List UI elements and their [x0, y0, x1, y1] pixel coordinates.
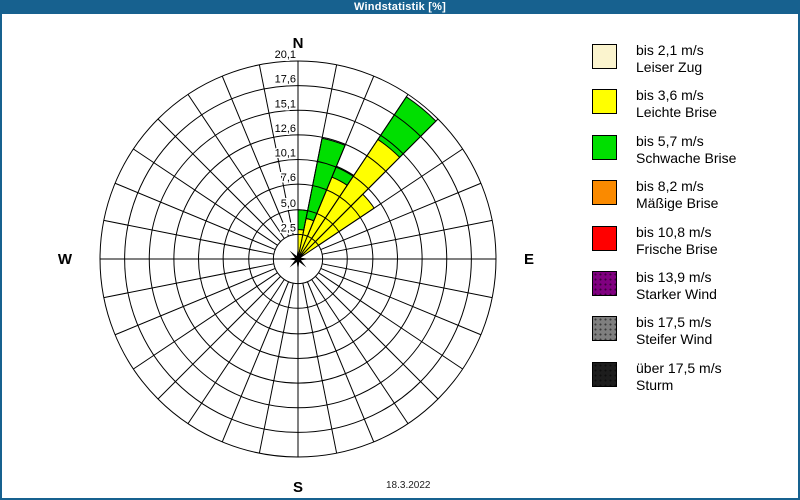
grid-spoke: [187, 279, 285, 424]
legend-item: bis 17,5 m/s Steifer Wind: [592, 314, 736, 361]
legend-wind-name: Leiser Zug: [636, 59, 703, 75]
legend-speed-label: bis 3,6 m/s: [636, 87, 704, 104]
grid-spoke: [302, 283, 338, 454]
grid-spoke: [311, 279, 409, 424]
grid-spoke: [320, 267, 482, 336]
center-star-icon: [286, 247, 310, 271]
legend-speed-label: bis 10,8 m/s: [636, 223, 712, 240]
grid-spoke: [315, 276, 439, 400]
grid-spoke: [103, 263, 274, 299]
grid-spoke: [258, 283, 294, 454]
ring-label: 7,6: [281, 172, 296, 184]
grid-spoke: [221, 281, 290, 443]
legend-swatch: [592, 316, 617, 342]
legend-item: bis 8,2 m/s Mäßige Brise: [592, 178, 736, 225]
legend-speed-label: über 17,5 m/s: [636, 359, 722, 376]
grid-spoke: [157, 118, 281, 242]
legend-wind-name: Steifer Wind: [636, 331, 713, 348]
legend-wind-name: Mäßige Brise: [636, 195, 719, 212]
legend-speed-label: bis 2,1 m/s: [636, 42, 704, 58]
legend-wind-name: Schwache Brise: [636, 149, 737, 166]
legend-swatch: [592, 270, 617, 296]
legend-swatch: [592, 89, 617, 115]
legend-speed-label: bis 8,2 m/s: [636, 178, 704, 195]
legend-swatch: [592, 180, 617, 206]
legend-item: bis 5,7 m/s Schwache Brise: [592, 132, 737, 180]
legend-speed-label: bis 5,7 m/s: [636, 132, 704, 149]
legend-wind-name: Leichte Brise: [636, 104, 717, 121]
grid-spoke: [306, 75, 375, 237]
grid-spoke: [187, 94, 285, 239]
grid-spoke: [133, 272, 278, 370]
ring-label: 10,1: [275, 148, 296, 160]
ring-label: 2,5: [281, 222, 296, 234]
ring-label: 17,6: [275, 74, 296, 86]
grid-spoke: [306, 281, 375, 443]
grid-spoke: [320, 182, 482, 251]
legend-wind-name: Sturm: [636, 376, 674, 393]
legend-item: bis 2,1 m/s Leiser Zug: [592, 42, 736, 89]
grid-spoke: [133, 148, 278, 246]
grid-spoke: [322, 263, 493, 299]
legend-wind-name: Frische Brise: [636, 240, 718, 257]
grid-spoke: [114, 267, 276, 336]
legend-swatch: [592, 134, 617, 160]
ring-label: 12,6: [275, 123, 296, 135]
legend-item: bis 10,8 m/s Frische Brise: [592, 223, 736, 271]
legend-wind-name: Starker Wind: [636, 285, 717, 302]
legend-item: über 17,5 m/s Sturm: [592, 359, 736, 407]
grid-spoke: [318, 272, 463, 370]
title-bar: Windstatistik [%]: [2, 0, 798, 14]
grid-spoke: [302, 64, 338, 235]
legend: bis 2,1 m/s Leiser Zug bis 3,6 m/s Leich…: [592, 42, 737, 407]
compass-east: E: [524, 251, 534, 268]
legend-swatch: [592, 225, 617, 251]
legend-speed-label: bis 17,5 m/s: [636, 314, 712, 331]
legend-speed-label: bis 13,9 m/s: [636, 268, 712, 285]
compass-north: N: [293, 35, 304, 52]
legend-swatch: [592, 361, 617, 387]
legend-item: bis 13,9 m/s Starker Wind: [592, 268, 736, 316]
date-label: 18.3.2022: [386, 480, 431, 491]
ring-label: 5,0: [281, 198, 296, 210]
grid-spoke: [318, 148, 463, 246]
window-title: Windstatistik [%]: [354, 1, 446, 13]
grid-spoke: [103, 219, 274, 255]
ring-label: 15,1: [275, 98, 296, 110]
grid-spoke: [114, 182, 276, 251]
ring-label: 20,1: [275, 49, 296, 61]
grid-spoke: [311, 94, 409, 239]
legend-item: bis 3,6 m/s Leichte Brise: [592, 87, 736, 134]
grid-spoke: [221, 75, 290, 237]
grid-spoke: [258, 64, 294, 235]
compass-south: S: [293, 479, 303, 496]
compass-west: W: [58, 251, 73, 268]
legend-swatch: [592, 44, 617, 69]
grid-spoke: [157, 276, 281, 400]
grid-spoke: [322, 219, 493, 255]
grid-spoke: [315, 118, 439, 242]
